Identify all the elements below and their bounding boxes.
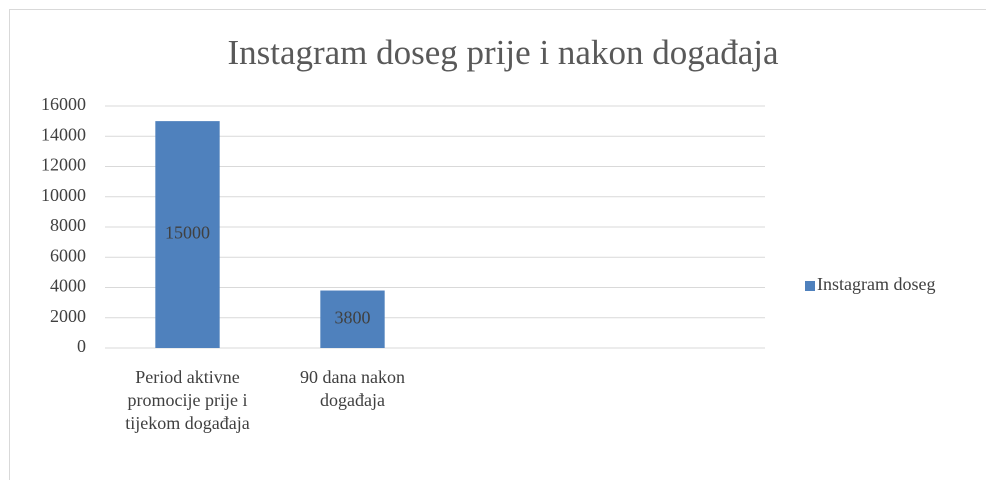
data-label: 3800	[335, 307, 371, 327]
y-tick-label: 0	[77, 336, 86, 356]
y-tick-label: 14000	[41, 124, 86, 144]
y-tick-label: 12000	[41, 155, 86, 175]
y-tick-label: 10000	[41, 185, 86, 205]
chart-title: Instagram doseg prije i nakon događaja	[227, 33, 779, 72]
data-label: 15000	[165, 223, 210, 243]
legend-swatch	[805, 281, 815, 291]
y-tick-label: 2000	[50, 306, 86, 326]
y-tick-label: 4000	[50, 276, 86, 296]
legend-label: Instagram doseg	[817, 274, 935, 294]
bar	[155, 121, 220, 348]
bar	[320, 290, 385, 348]
x-tick-label: Period aktivne promocije prije i tijekom…	[125, 367, 250, 433]
y-tick-label: 8000	[50, 215, 86, 235]
y-tick-label: 6000	[50, 245, 86, 265]
x-tick-label: 90 dana nakon događaja	[300, 367, 405, 410]
y-tick-label: 16000	[41, 94, 86, 114]
